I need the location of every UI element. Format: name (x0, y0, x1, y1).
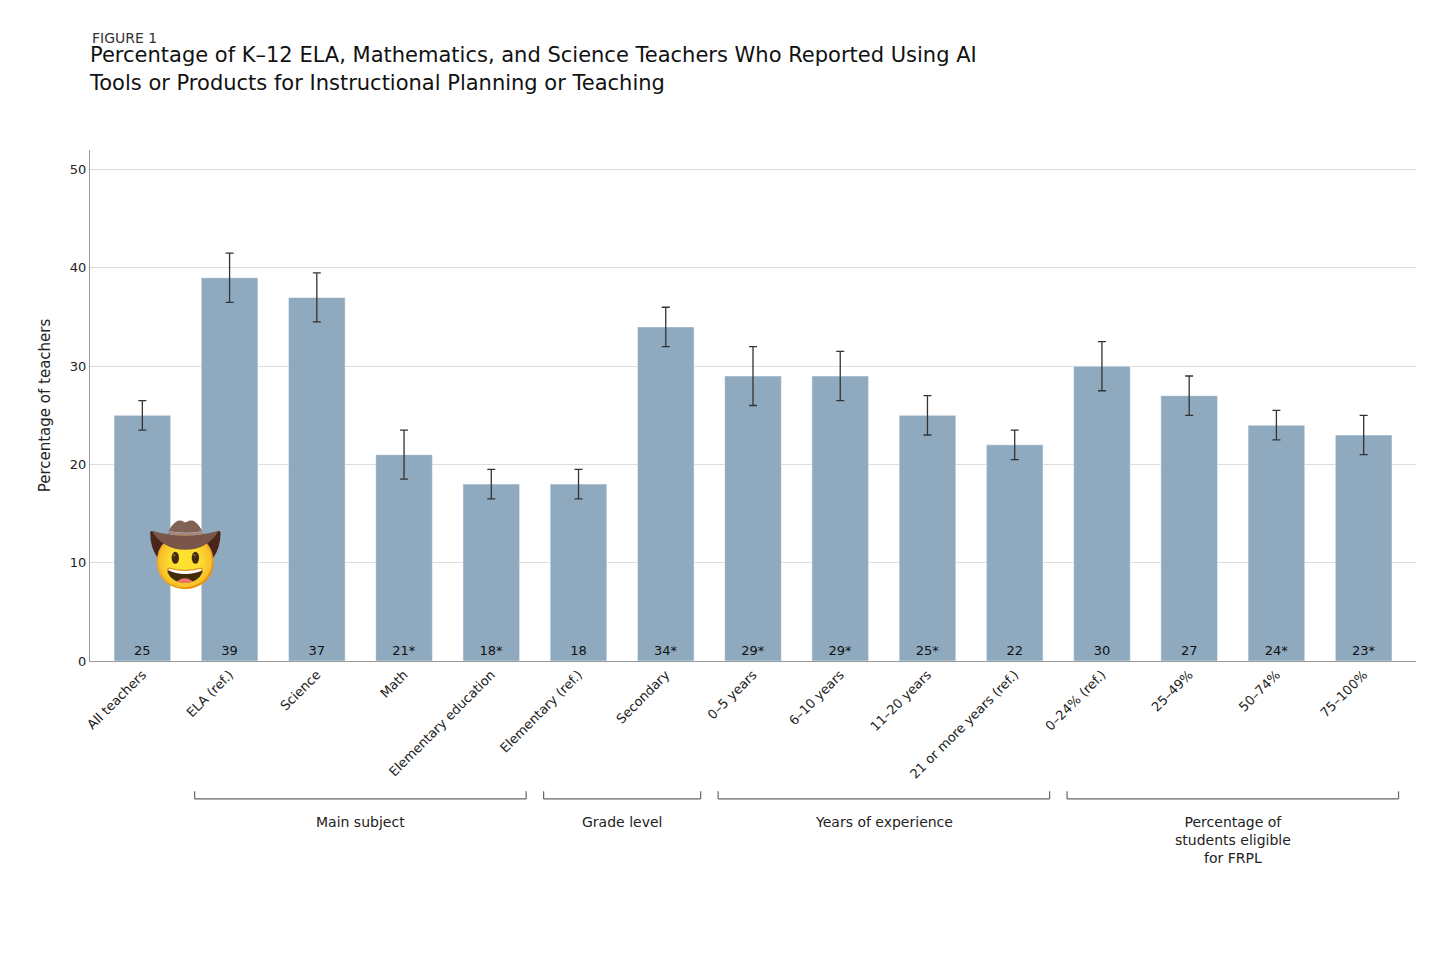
svg-text:25–49%: 25–49% (1149, 667, 1196, 714)
svg-text:29*: 29* (828, 643, 852, 658)
svg-text:0: 0 (78, 654, 86, 669)
svg-text:21 or more years (ref.): 21 or more years (ref.) (907, 667, 1021, 781)
svg-text:18: 18 (570, 643, 587, 658)
svg-text:22: 22 (1006, 643, 1023, 658)
svg-text:Main subject: Main subject (316, 814, 405, 830)
svg-text:Secondary: Secondary (613, 667, 673, 727)
svg-text:Grade level: Grade level (582, 814, 662, 830)
svg-text:30: 30 (70, 359, 87, 374)
svg-text:37: 37 (309, 643, 326, 658)
svg-text:Elementary education: Elementary education (386, 667, 498, 779)
svg-text:24*: 24* (1265, 643, 1289, 658)
svg-text:11–20 years: 11–20 years (867, 667, 934, 734)
svg-text:🤠: 🤠 (148, 519, 223, 590)
svg-text:0–24% (ref.): 0–24% (ref.) (1042, 667, 1108, 733)
svg-text:75–100%: 75–100% (1317, 667, 1370, 720)
svg-text:23*: 23* (1352, 643, 1376, 658)
svg-text:All teachers: All teachers (84, 667, 149, 732)
svg-text:Percentage of K–12 ELA, Mathem: Percentage of K–12 ELA, Mathematics, and… (89, 43, 977, 94)
svg-text:29*: 29* (741, 643, 765, 658)
svg-text:Elementary (ref.): Elementary (ref.) (497, 667, 585, 755)
svg-text:25*: 25* (916, 643, 940, 658)
svg-text:25: 25 (134, 643, 151, 658)
svg-text:30: 30 (1094, 643, 1111, 658)
svg-text:Science: Science (277, 667, 323, 713)
svg-text:FIGURE 1: FIGURE 1 (92, 30, 157, 46)
svg-text:ELA (ref.): ELA (ref.) (183, 667, 236, 720)
svg-text:Math: Math (377, 667, 411, 701)
svg-text:27: 27 (1181, 643, 1198, 658)
svg-text:34*: 34* (654, 643, 678, 658)
svg-text:6–10 years: 6–10 years (786, 667, 847, 728)
svg-text:Percentage ofstudents eligible: Percentage ofstudents eligiblefor FRPL (1175, 814, 1291, 866)
svg-text:39: 39 (221, 643, 238, 658)
svg-text:50: 50 (70, 162, 87, 177)
svg-text:0–5 years: 0–5 years (705, 667, 760, 722)
svg-text:10: 10 (70, 555, 87, 570)
svg-text:18*: 18* (480, 643, 504, 658)
svg-text:20: 20 (70, 457, 87, 472)
svg-text:40: 40 (70, 260, 87, 275)
svg-text:50–74%: 50–74% (1236, 667, 1283, 714)
svg-text:21*: 21* (392, 643, 416, 658)
svg-text:Percentage of teachers: Percentage of teachers (36, 319, 54, 493)
svg-text:Years of experience: Years of experience (815, 814, 953, 830)
